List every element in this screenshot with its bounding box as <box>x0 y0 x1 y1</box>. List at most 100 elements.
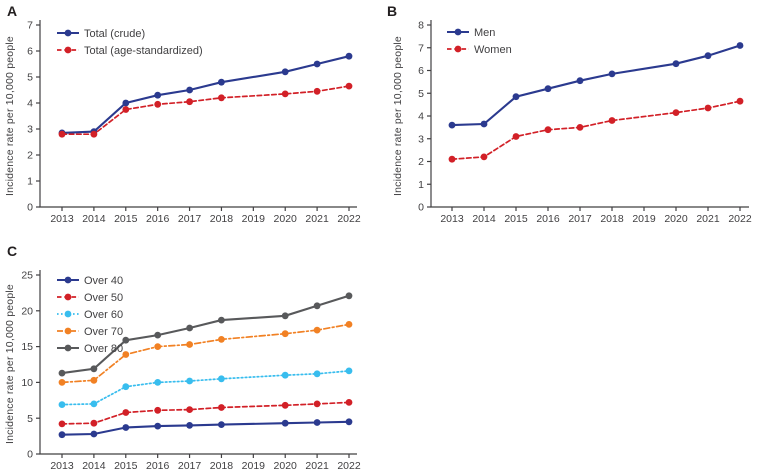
x-tick-label: 2014 <box>82 460 106 472</box>
x-tick-label: 2018 <box>600 213 624 225</box>
legend-label: Men <box>474 27 495 39</box>
x-tick-label: 2013 <box>50 460 74 472</box>
x-tick-label: 2020 <box>274 460 298 472</box>
data-point-marker <box>281 419 289 427</box>
legend-item-over-70: Over 70 <box>57 326 123 338</box>
panel-c: C Incidence rate per 10,000 people 0 5 10 1… <box>0 237 380 474</box>
data-point-marker <box>512 93 520 101</box>
series-line <box>60 55 351 134</box>
panel-c-chart: 0 5 10 15 20 25 2013 2014 2015 2016 2017 2018 2019 20… <box>21 270 361 472</box>
data-point-marker <box>736 97 744 105</box>
data-point-marker <box>345 321 353 328</box>
y-tick-label: 0 <box>27 449 33 461</box>
y-tick-label: 7 <box>418 42 424 54</box>
series-line <box>61 370 350 406</box>
data-point-marker <box>313 302 321 310</box>
y-tick-label: 5 <box>418 88 424 100</box>
x-tick-label: 2013 <box>50 213 74 225</box>
data-point-marker <box>281 401 289 409</box>
data-point-marker <box>672 109 680 116</box>
y-tick-label: 0 <box>27 202 33 214</box>
legend: Over 40 Over 50 Over 60 Over 70 Over 80 <box>57 275 123 355</box>
axis-group: 0 1 2 3 4 5 6 7 2013 2014 2015 2016 2017 2018 2019 2020… <box>27 20 361 225</box>
panel-c-label: C <box>7 243 18 259</box>
data-point-marker <box>90 365 98 373</box>
data-point-marker <box>58 369 66 377</box>
legend-label: Total (age-standardized) <box>84 45 203 57</box>
data-point-marker <box>448 121 456 129</box>
data-point-marker <box>122 106 130 113</box>
data-point-marker <box>672 60 680 68</box>
x-tick-label: 2015 <box>114 460 138 472</box>
data-point-marker <box>281 90 289 98</box>
data-point-marker <box>218 316 225 324</box>
y-tick-label: 1 <box>418 179 424 191</box>
x-tick-label: 2020 <box>664 213 688 225</box>
y-tick-label: 20 <box>21 305 33 317</box>
series-women <box>448 97 744 163</box>
data-point-marker <box>576 77 584 85</box>
legend-item-over-50: Over 50 <box>57 292 123 304</box>
series-over-70 <box>58 321 353 386</box>
x-tick-label: 2018 <box>210 460 234 472</box>
data-point-marker <box>122 99 130 107</box>
legend-item-over-40: Over 40 <box>57 275 123 287</box>
x-tick-label: 2021 <box>696 213 720 225</box>
data-point-marker <box>512 133 520 140</box>
data-point-marker <box>313 370 321 378</box>
x-tick-label: 2019 <box>632 213 656 225</box>
legend-label: Over 80 <box>84 343 123 355</box>
data-point-marker <box>122 383 130 391</box>
data-point-marker <box>345 82 353 90</box>
data-point-marker <box>313 60 321 68</box>
data-point-marker <box>608 70 616 78</box>
data-point-marker <box>345 52 353 60</box>
legend-label: Total (crude) <box>84 28 145 40</box>
legend-label: Over 50 <box>84 292 123 304</box>
data-point-marker <box>313 400 321 408</box>
legend-marker <box>64 276 72 284</box>
data-point-marker <box>448 155 456 163</box>
data-point-marker <box>58 401 66 408</box>
panel-a-label: A <box>7 3 18 19</box>
y-tick-label: 6 <box>27 46 33 58</box>
data-point-marker <box>90 419 98 427</box>
series-over-50 <box>58 399 353 428</box>
data-point-marker <box>90 430 98 438</box>
y-tick-label: 7 <box>27 20 33 32</box>
legend-label: Over 40 <box>84 275 123 287</box>
data-point-marker <box>186 422 194 429</box>
data-point-marker <box>186 377 194 385</box>
series-line <box>61 401 350 425</box>
data-point-marker <box>313 419 321 426</box>
legend-item-men: Men <box>447 27 495 39</box>
y-tick-label: 6 <box>418 65 424 77</box>
data-point-marker <box>704 52 712 60</box>
data-point-marker <box>90 400 98 408</box>
data-point-marker <box>122 409 130 416</box>
data-point-marker <box>122 351 130 358</box>
data-point-marker <box>608 117 616 124</box>
x-tick-label: 2017 <box>178 213 202 225</box>
y-tick-label: 5 <box>27 72 33 84</box>
data-point-marker <box>122 336 130 344</box>
data-point-marker <box>544 85 552 93</box>
x-tick-label: 2016 <box>536 213 560 225</box>
data-point-marker <box>58 420 66 428</box>
legend-item-over-60: Over 60 <box>57 309 123 321</box>
series-total-crude <box>58 52 353 137</box>
x-tick-label: 2017 <box>178 460 202 472</box>
x-tick-label: 2022 <box>728 213 752 225</box>
data-point-marker <box>90 130 98 138</box>
data-point-marker <box>345 292 353 300</box>
data-point-marker <box>281 312 289 320</box>
legend-marker <box>64 310 72 318</box>
legend-item-total-crude: Total (crude) <box>57 28 145 40</box>
x-tick-label: 2014 <box>472 213 496 225</box>
legend: Men Women <box>447 27 512 56</box>
y-tick-label: 10 <box>21 377 33 389</box>
data-point-marker <box>186 324 194 332</box>
series-line <box>60 420 351 436</box>
legend-marker <box>64 293 72 301</box>
